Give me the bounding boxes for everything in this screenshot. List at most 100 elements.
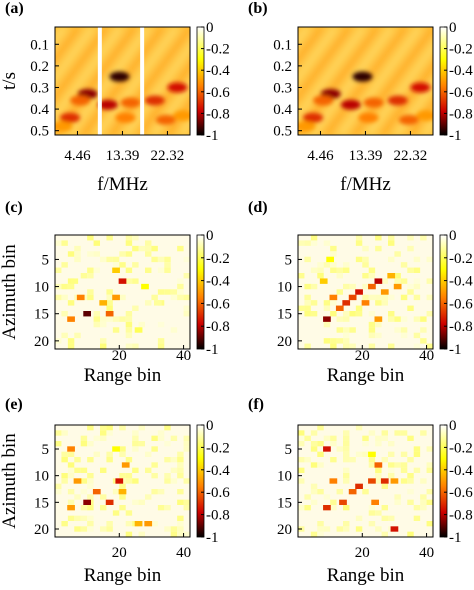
colorbar-tick-label: -0.4	[449, 463, 473, 479]
heatmap-cell-2	[335, 305, 344, 311]
heatmap-cell-8	[141, 283, 149, 290]
x-axis-label: Range bin	[84, 565, 162, 586]
heatmap-cell-10	[298, 121, 316, 132]
x-axis-label: f/MHz	[340, 174, 391, 195]
heatmap-cell-12	[368, 451, 376, 457]
missing-band-1	[140, 27, 145, 135]
y-tick-label: 10	[277, 280, 292, 296]
colorbar-tick-label: 0	[206, 228, 214, 244]
heatmap-cell-6	[144, 95, 165, 106]
heatmap-cell-1	[329, 294, 338, 301]
heatmap-noise	[298, 235, 433, 349]
heatmap-cell-2	[60, 112, 81, 123]
x-tick-label: 22.32	[394, 148, 428, 164]
colorbar	[196, 424, 205, 538]
heatmap-cell-11	[173, 110, 190, 121]
heatmap-cell-9	[390, 478, 399, 484]
x-axis-label: Range bin	[327, 565, 405, 586]
heatmap-cell-2	[303, 112, 324, 123]
heatmap-cell-3	[83, 499, 91, 505]
y-tick-label: 15	[34, 495, 49, 511]
heatmap-noise	[55, 425, 190, 537]
colorbar-tick-label: 0	[206, 418, 214, 434]
colorbar-tick-label: -0.2	[449, 440, 473, 456]
panel-b: (b) 0.1 0.2 0.3 0.4 0.5 4.46 13.39 22.32f/MHz 0 -0…	[248, 0, 473, 195]
colorbar	[439, 424, 448, 538]
heatmap-cell-4	[92, 489, 101, 495]
x-tick-label: 22.32	[151, 148, 185, 164]
colorbar	[196, 234, 205, 350]
heatmap-cell-4	[340, 99, 361, 110]
heatmap-cell-3	[339, 499, 347, 505]
panel-d: (d) 5 10 15 20 20 40 Range bin 0 -0.2 -0.4 -0.6 -0.8…	[248, 199, 473, 386]
y-tick-label: 10	[277, 469, 292, 485]
heatmap-cell-8	[398, 114, 419, 125]
y-tick-label: 10	[34, 469, 49, 485]
heatmap-cell-1	[76, 294, 85, 301]
x-axis-label: f/MHz	[97, 174, 148, 195]
y-tick-label: 20	[277, 522, 292, 538]
x-tick-label: 4.46	[64, 148, 91, 164]
heatmap-cell-7	[368, 283, 376, 290]
panel-e: (e) 5 10 15 20 20 40 Range bin Azimuth bin 0 -0.2 -…	[0, 396, 230, 586]
colorbar-tick-label: -0.2	[206, 440, 230, 456]
heatmap-cell-9	[115, 112, 136, 123]
heatmap-cell-5	[120, 97, 141, 108]
heatmap-cell-6	[361, 300, 370, 306]
y-tick-label: 5	[42, 442, 50, 458]
heatmap-cell-7	[410, 82, 431, 93]
y-axis-label: Azimuth bin	[0, 244, 20, 340]
y-tick-label: 0.4	[273, 102, 292, 118]
panel-label: (f)	[248, 396, 264, 413]
colorbar	[196, 26, 205, 136]
colorbar-tick-label: -0.6	[206, 296, 230, 312]
heatmap-cell-2	[83, 311, 91, 317]
heatmap-cell-11	[154, 300, 162, 306]
y-tick-label: 15	[34, 307, 49, 323]
y-tick-label: 20	[34, 334, 49, 350]
heatmap-cell-1	[313, 95, 334, 106]
colorbar-tick-label: -1	[449, 530, 462, 546]
y-tick-label: 0.2	[273, 59, 292, 75]
colorbar-tick-label: 0	[449, 228, 457, 244]
colorbar-tick-label: -0.4	[206, 274, 230, 290]
colorbar-tick-label: -0.8	[206, 508, 230, 524]
heatmap-cell-1	[73, 478, 82, 484]
heatmap-cell-0	[323, 316, 331, 322]
x-tick-label: 40	[176, 348, 191, 364]
heatmap-cell-7	[374, 462, 383, 468]
colorbar-tick-label: -1	[206, 342, 219, 358]
y-tick-label: 10	[34, 280, 49, 296]
heatmap-cell-6	[387, 95, 408, 106]
heatmap-cell-9	[380, 289, 389, 295]
heatmap-cell-1	[70, 95, 91, 106]
colorbar-tick-label: -1	[206, 530, 219, 546]
colorbar-tick-label: -0.2	[206, 42, 230, 58]
panel-c: (c) 5 10 15 20 20 40 Range bin Azimuth bin 0 -0.2 -…	[0, 199, 230, 386]
colorbar-tick-label: -0.6	[449, 296, 473, 312]
heatmap-cell-2	[323, 505, 331, 511]
heatmap-cell-11	[390, 526, 399, 532]
colorbar-tick-label: -1	[449, 342, 462, 358]
x-axis-label: Range bin	[84, 365, 162, 386]
axes-frame	[54, 234, 191, 350]
heatmap-cell-0	[323, 446, 331, 452]
heatmap-cell-13	[319, 278, 328, 284]
x-axis-label: Range bin	[327, 365, 405, 386]
heatmap-cell-3	[352, 71, 373, 82]
heatmap-cell-11	[387, 273, 396, 279]
heatmap-cell-0	[67, 316, 75, 322]
axes-frame	[54, 424, 191, 538]
y-tick-label: 0.1	[30, 37, 49, 53]
heatmap-cell-10	[55, 121, 73, 132]
heatmap-cell-5	[355, 483, 363, 489]
colorbar-tick-label: -0.2	[449, 251, 473, 267]
axes-frame	[297, 234, 434, 350]
heatmap-cell-2	[67, 505, 75, 511]
heatmap-cell-14	[326, 256, 334, 263]
heatmap-cell-9	[134, 521, 143, 527]
heatmap-cell-8	[155, 114, 176, 125]
x-tick-label: 4.46	[307, 148, 334, 164]
heatmap-cell-12	[393, 283, 402, 290]
x-tick-label: 13.39	[349, 148, 383, 164]
